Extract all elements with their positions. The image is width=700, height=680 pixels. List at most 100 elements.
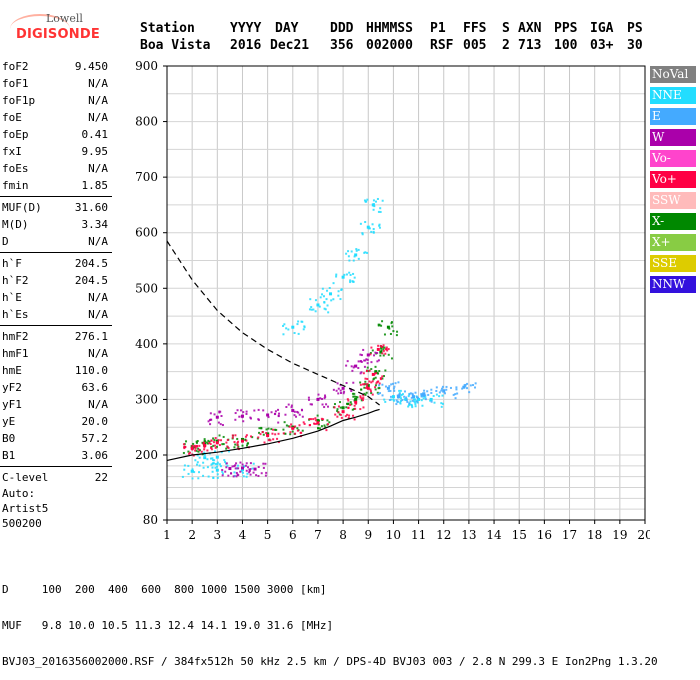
echo-dot (352, 381, 355, 384)
echo-dot (336, 382, 339, 385)
echo-dot (417, 397, 420, 400)
echo-dot (441, 394, 444, 397)
echo-dot (365, 370, 368, 373)
echo-dot (346, 398, 349, 401)
echo-dot (265, 428, 268, 431)
echo-dot (345, 252, 348, 255)
chart-marks (181, 197, 477, 480)
param-name: M(D) (2, 218, 29, 231)
echo-dot (195, 449, 198, 452)
legend-item-e: E (650, 108, 696, 125)
echo-dot (213, 439, 216, 442)
echo-dot (226, 464, 229, 467)
echo-dot (332, 388, 335, 391)
echo-dot (347, 402, 350, 405)
echo-dot (440, 402, 443, 405)
param-row: foF1p N/A (0, 92, 112, 109)
echo-dot (209, 412, 212, 415)
param-name: MUF(D) (2, 201, 42, 214)
echo-dot (234, 467, 237, 470)
echo-dot (441, 387, 444, 390)
echo-dot (454, 393, 457, 396)
y-tick-label: 80 (143, 513, 158, 527)
param-value: 63.6 (81, 381, 109, 394)
echo-dot (210, 463, 213, 466)
data-point-nne (366, 225, 370, 229)
echo-dot (214, 446, 217, 449)
echo-dot (274, 410, 277, 413)
param-name: h`E (2, 291, 22, 304)
echo-dot (207, 475, 210, 478)
echo-dot (255, 474, 258, 477)
echo-dot (252, 462, 255, 465)
echo-dot (262, 409, 265, 412)
x-tick-label: 5 (264, 528, 272, 542)
footer-muf-line: MUF 9.8 10.0 10.5 11.3 12.4 14.1 19.0 31… (2, 619, 334, 632)
echo-dot (212, 437, 215, 440)
data-point-nne (203, 456, 207, 460)
echo-dot (235, 471, 238, 474)
echo-dot (236, 437, 239, 440)
footer-file-line: BVJ03_2016356002000.RSF / 384fx512h 50 k… (2, 655, 658, 668)
echo-dot (297, 320, 300, 323)
echo-dot (348, 271, 351, 274)
echo-dot (246, 444, 249, 447)
echo-dot (444, 392, 447, 395)
x-tick-label: 1 (163, 528, 171, 542)
echo-dot (379, 210, 382, 213)
param-row: foF1 N/A (0, 75, 112, 92)
echo-dot (409, 400, 412, 403)
echo-dot (356, 396, 359, 399)
echo-dot (357, 257, 360, 260)
echo-dot (359, 381, 362, 384)
echo-dot (374, 386, 377, 389)
param-name: hmE (2, 364, 22, 377)
param-name: hmF1 (2, 347, 29, 360)
echo-dot (241, 471, 244, 474)
header-value-11: 30 (627, 38, 643, 53)
echo-dot (290, 423, 293, 426)
x-tick-label: 16 (537, 528, 552, 542)
echo-dot (355, 402, 358, 405)
echo-dot (370, 381, 373, 384)
echo-dot (277, 415, 280, 418)
echo-dot (324, 394, 327, 397)
echo-dot (220, 451, 223, 454)
echo-dot (262, 433, 265, 436)
echo-dot (234, 443, 237, 446)
echo-dot (236, 464, 239, 467)
echo-dot (302, 421, 305, 424)
echo-dot (285, 424, 288, 427)
echo-dot (377, 344, 380, 347)
echo-dot (297, 332, 300, 335)
header-value-9: 100 (554, 38, 578, 53)
echo-dot (271, 432, 274, 435)
param-value: 1.85 (81, 179, 109, 192)
echo-dot (263, 441, 266, 444)
echo-dot (337, 294, 340, 297)
echo-dot (203, 451, 206, 454)
param-row: h`F 204.5 (0, 255, 112, 272)
echo-dot (360, 388, 363, 391)
echo-dot (372, 227, 375, 230)
echo-dot (374, 384, 377, 387)
chart-curves (166, 240, 380, 461)
echo-dot (377, 392, 380, 395)
echo-dot (206, 458, 209, 461)
echo-dot (276, 437, 279, 440)
echo-dot (345, 382, 348, 385)
echo-dot (366, 385, 369, 388)
echo-dot (202, 466, 205, 469)
echo-dot (244, 464, 247, 467)
x-tick-label: 12 (436, 528, 451, 542)
param-value: N/A (88, 77, 108, 90)
station-header: Station YYYY DAY DDD HHMMSS P1 FFS S AXN PPS IGA PS… (140, 20, 643, 71)
echo-dot (352, 414, 355, 417)
header-value-5: RSF (430, 38, 454, 53)
echo-dot (326, 423, 329, 426)
data-point-nne (215, 468, 219, 472)
echo-dot (405, 399, 408, 402)
echo-dot (461, 387, 464, 390)
echo-dot (474, 386, 477, 389)
param-value: 110.0 (74, 364, 108, 377)
